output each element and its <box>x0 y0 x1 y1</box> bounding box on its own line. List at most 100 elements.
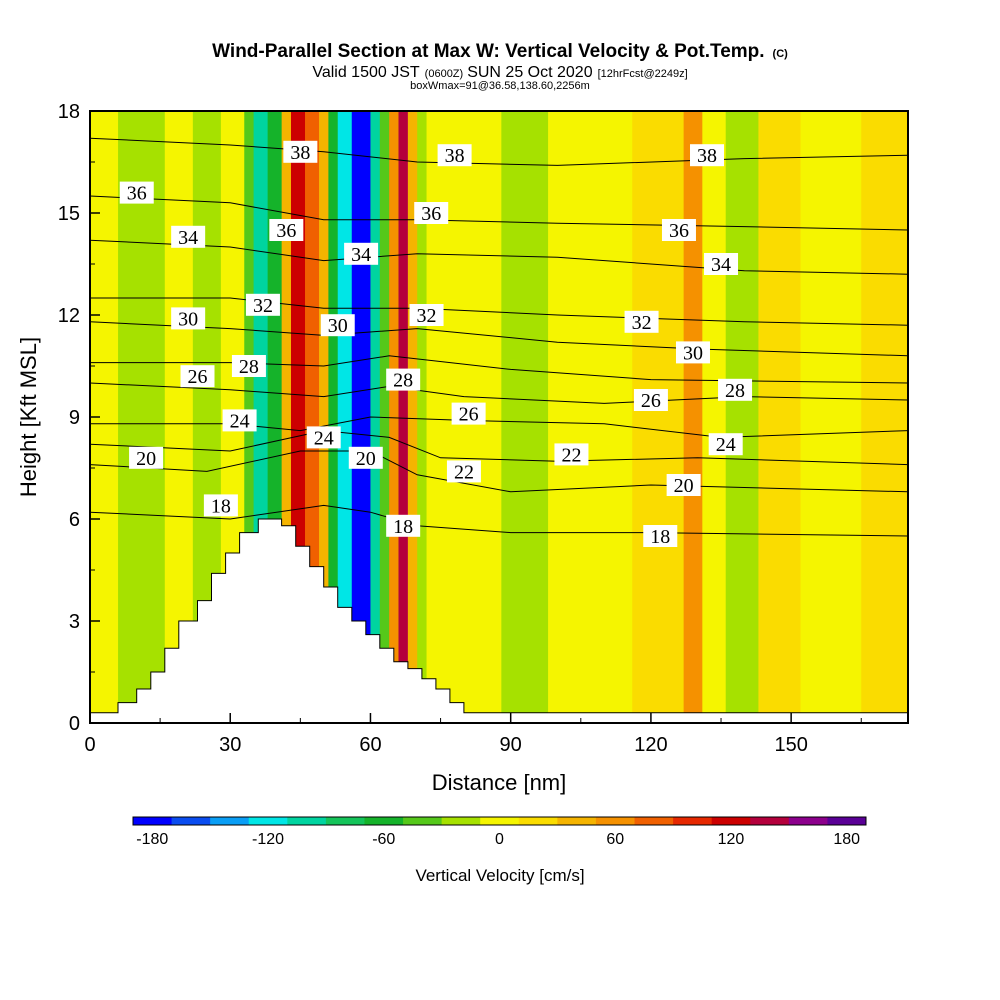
colorbar-swatch <box>595 817 636 825</box>
theta-label-18: 18 <box>386 514 421 538</box>
theta-label-30: 30 <box>675 341 710 364</box>
colorbar-tick-label: -60 <box>372 831 395 848</box>
x-tick-label: 0 <box>84 734 95 756</box>
colorbar-swatch <box>788 817 828 825</box>
theta-label-28: 28 <box>231 355 266 378</box>
svg-text:20: 20 <box>356 448 376 470</box>
svg-text:20: 20 <box>674 475 694 497</box>
velocity-cell-30 <box>800 111 862 723</box>
svg-text:38: 38 <box>290 142 310 164</box>
theta-label-34: 34 <box>171 225 206 249</box>
theta-label-36: 36 <box>414 202 449 225</box>
theta-label-36: 36 <box>269 219 304 242</box>
box-info: boxWmax=91@36.58,138.60,2256m <box>410 80 590 92</box>
colorbar-swatch <box>634 817 674 825</box>
colorbar-label: Vertical Velocity [cm/s] <box>415 866 584 885</box>
velocity-cell-11 <box>319 111 329 723</box>
svg-text:34: 34 <box>351 244 371 266</box>
svg-text:24: 24 <box>716 434 736 456</box>
colorbar-swatch <box>518 817 558 825</box>
theta-label-26: 26 <box>633 389 668 412</box>
velocity-cell-19 <box>407 111 418 723</box>
theta-label-32: 32 <box>409 304 444 327</box>
theta-label-30: 30 <box>171 307 206 330</box>
velocity-cell-22 <box>501 111 549 723</box>
velocity-cell-18 <box>398 111 409 723</box>
velocity-cell-25 <box>632 111 685 723</box>
chart-title: Wind-Parallel Section at Max W: Vertical… <box>212 41 788 62</box>
colorbar-swatch <box>287 817 327 825</box>
x-tick-label: 150 <box>774 734 807 756</box>
svg-text:22: 22 <box>454 461 474 483</box>
theta-contour-34 <box>90 239 908 275</box>
svg-text:30: 30 <box>178 308 198 330</box>
x-tick-label: 120 <box>634 734 667 756</box>
velocity-cell-17 <box>389 111 400 723</box>
colorbar-swatch <box>480 817 520 825</box>
svg-text:30: 30 <box>683 342 703 364</box>
svg-text:26: 26 <box>641 390 661 412</box>
colorbar-swatch <box>248 817 288 825</box>
svg-text:36: 36 <box>276 220 296 242</box>
velocity-cell-27 <box>702 111 727 723</box>
x-axis: 0 30 60 90 120 150 <box>84 713 862 756</box>
colorbar: -180 -120 -60 0 60 120 180 <box>132 816 867 848</box>
y-tick-label: 0 <box>69 713 80 735</box>
velocity-cell-1 <box>118 111 166 723</box>
colorbar-swatch <box>171 817 211 825</box>
velocity-cell-29 <box>758 111 802 723</box>
velocity-cell-28 <box>725 111 760 723</box>
colorbar-swatch <box>750 817 790 825</box>
colorbar-swatch <box>133 817 173 825</box>
colorbar-swatch <box>364 817 404 825</box>
svg-text:28: 28 <box>393 370 413 392</box>
terrain-mask <box>89 518 909 724</box>
svg-text:18: 18 <box>650 526 670 548</box>
theta-contour-38 <box>90 137 908 166</box>
svg-text:34: 34 <box>711 254 731 276</box>
colorbar-swatch <box>325 817 365 825</box>
theta-label-32: 32 <box>245 293 280 317</box>
svg-text:36: 36 <box>669 220 689 242</box>
svg-text:32: 32 <box>417 305 437 327</box>
x-tick-label: 30 <box>219 734 241 756</box>
theta-label-18: 18 <box>203 494 238 517</box>
theta-label-24: 24 <box>306 426 341 449</box>
theta-label-22: 22 <box>554 443 589 466</box>
theta-contour-28 <box>90 355 908 384</box>
chart-subtitle: Valid 1500 JST (0600Z) SUN 25 Oct 2020 [12h… <box>312 64 687 81</box>
svg-text:18: 18 <box>393 516 413 538</box>
svg-text:38: 38 <box>445 145 465 167</box>
theta-contour-20 <box>90 450 908 493</box>
y-tick-label: 9 <box>69 407 80 429</box>
theta-label-34: 34 <box>344 242 379 266</box>
svg-text:28: 28 <box>725 380 745 402</box>
colorbar-frame <box>132 816 867 826</box>
theta-label-36: 36 <box>661 219 696 242</box>
svg-text:28: 28 <box>239 356 259 378</box>
colorbar-swatch <box>673 817 713 825</box>
theta-label-38: 38 <box>437 144 472 167</box>
x-axis-label: Distance [nm] <box>432 770 567 795</box>
theta-contour-22 <box>90 430 908 466</box>
colorbar-swatch <box>210 817 250 825</box>
svg-text:34: 34 <box>178 227 198 249</box>
theta-label-26: 26 <box>451 402 486 426</box>
svg-text:18: 18 <box>211 495 231 517</box>
theta-label-24: 24 <box>222 409 257 432</box>
svg-text:20: 20 <box>136 448 156 470</box>
theta-label-28: 28 <box>386 368 421 392</box>
y-tick-label: 3 <box>69 611 80 633</box>
velocity-cell-20 <box>417 111 428 723</box>
colorbar-swatch <box>441 817 481 825</box>
theta-label-24: 24 <box>708 433 743 456</box>
velocity-cell-12 <box>328 111 339 723</box>
theta-label-34: 34 <box>704 253 739 276</box>
colorbar-tick-label: 120 <box>718 831 745 848</box>
theta-contour-labels: 18 18 18 20 20 20 22 22 24 24 24 26 26 26 28 28 28 30 30 30… <box>119 140 753 548</box>
theta-label-36: 36 <box>119 181 154 205</box>
svg-text:24: 24 <box>230 410 250 432</box>
colorbar-tick-label: 0 <box>495 831 504 848</box>
svg-text:36: 36 <box>127 183 147 205</box>
svg-text:26: 26 <box>188 366 208 388</box>
